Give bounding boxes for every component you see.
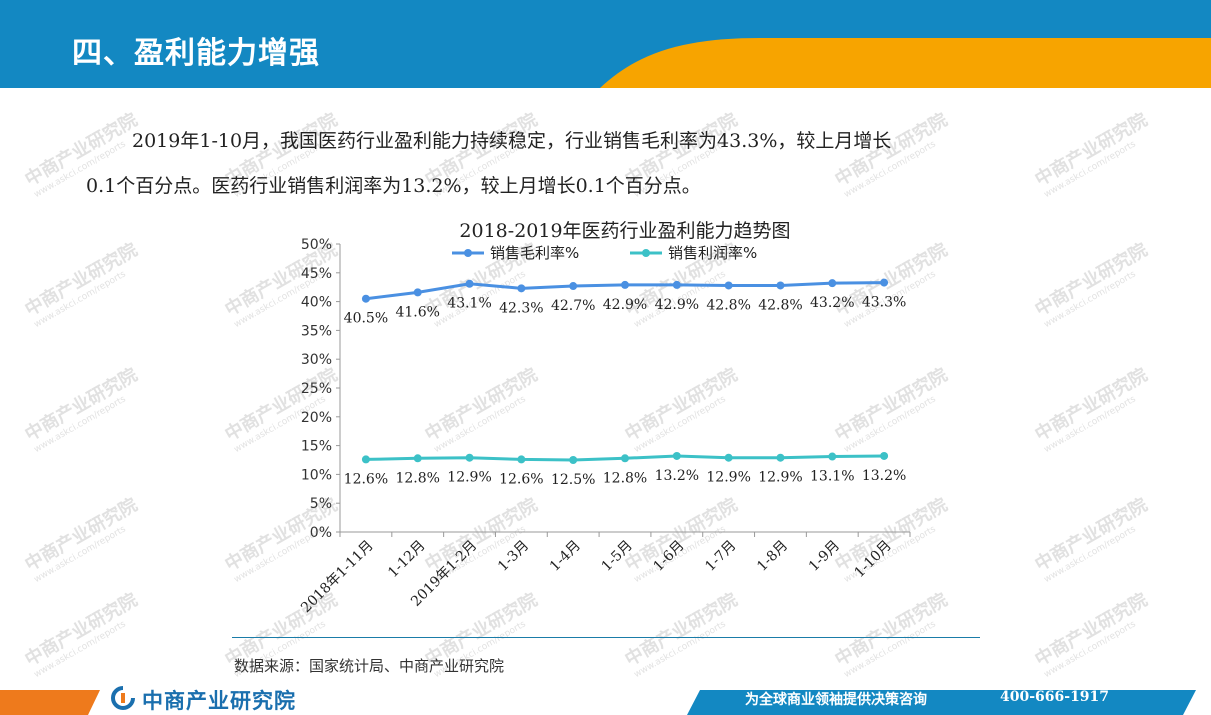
data-point [361, 294, 370, 303]
data-label: 13.1% [810, 469, 854, 485]
data-label: 42.7% [551, 298, 595, 314]
chart-title: 2018-2019年医药行业盈利能力趋势图 [459, 220, 790, 242]
y-tick-label: 25% [301, 381, 332, 397]
watermark: 中商产业研究院 www.askci.com/reports [1031, 494, 1152, 586]
footer-background [0, 690, 1196, 715]
page-title: 四、盈利能力增强 [72, 36, 320, 71]
x-tick-label: 1-6月 [650, 538, 687, 575]
data-label: 12.8% [603, 470, 647, 486]
y-tick-label: 5% [310, 496, 332, 512]
data-point [621, 454, 629, 463]
data-label: 40.5% [344, 311, 388, 327]
logo-text: 中商产业研究院 [142, 689, 296, 713]
data-point [361, 455, 370, 464]
x-tick-label: 1-7月 [702, 538, 739, 575]
data-point [880, 278, 889, 287]
x-tick-label: 1-12月 [385, 538, 428, 581]
y-tick-label: 30% [301, 352, 332, 368]
legend-marker [642, 249, 650, 257]
data-point [828, 279, 837, 288]
watermark: 中商产业研究院 www.askci.com/reports [1031, 364, 1152, 456]
data-point [672, 451, 681, 460]
y-tick-label: 35% [301, 323, 332, 339]
x-tick-label: 1-5月 [599, 538, 636, 575]
data-point [776, 281, 785, 290]
data-point [724, 281, 733, 290]
watermark: 中商产业研究院 www.askci.com/reports [1031, 239, 1152, 331]
data-point [672, 280, 681, 289]
data-label: 42.9% [603, 297, 647, 313]
data-point [465, 279, 474, 288]
data-point [828, 452, 837, 461]
data-point [413, 288, 422, 297]
legend-label: 销售毛利率% [490, 244, 579, 262]
data-label: 43.2% [810, 295, 854, 311]
data-label: 43.3% [862, 295, 906, 311]
data-point [776, 453, 785, 462]
watermark: 中商产业研究院 www.askci.com/reports [1031, 589, 1152, 681]
data-label: 42.9% [655, 297, 699, 313]
x-tick-label: 1-10月 [851, 538, 894, 581]
data-label: 12.9% [447, 470, 491, 486]
x-tick-label: 1-4月 [547, 538, 584, 575]
data-point [517, 455, 526, 464]
header-banner: 四、盈利能力增强 [0, 0, 1211, 88]
data-label: 12.6% [499, 471, 543, 487]
y-tick-label: 0% [310, 525, 332, 541]
x-tick-label: 1-8月 [754, 538, 791, 575]
data-label: 43.1% [447, 296, 491, 312]
data-label: 13.2% [655, 468, 699, 484]
watermark: 中商产业研究院 www.askci.com/reports [1031, 109, 1152, 201]
legend-marker [464, 249, 472, 257]
y-tick-label: 15% [301, 439, 332, 455]
logo-icon [111, 686, 135, 710]
divider [232, 637, 980, 638]
data-label: 42.8% [758, 297, 802, 313]
y-tick-label: 45% [301, 266, 332, 282]
data-label: 12.6% [344, 471, 388, 487]
summary-line-2: 0.1个百分点。医药行业销售利润率为13.2%，较上月增长0.1个百分点。 [86, 175, 701, 197]
data-label: 12.8% [395, 470, 439, 486]
legend-label: 销售利润率% [668, 244, 757, 262]
watermark: 中商产业研究院 www.askci.com/reports [21, 494, 142, 586]
data-point [413, 454, 422, 463]
y-tick-label: 40% [301, 295, 332, 311]
data-label: 12.5% [551, 472, 595, 488]
data-point [569, 456, 578, 464]
data-label: 12.9% [758, 470, 802, 486]
watermark: 中商产业研究院 www.askci.com/reports [21, 364, 142, 456]
data-point [517, 284, 526, 293]
header-background [0, 0, 1211, 88]
trend-chart: 2018-2019年医药行业盈利能力趋势图 0% 5% 10% 15% 20% 25% 30%… [298, 220, 911, 617]
data-point [724, 453, 733, 462]
data-label: 13.2% [862, 468, 906, 484]
y-tick-label: 50% [301, 237, 332, 253]
watermark: 中商产业研究院 www.askci.com/reports [831, 109, 952, 201]
data-label: 41.6% [395, 304, 439, 320]
data-point [880, 451, 889, 460]
x-tick-label: 1-3月 [495, 538, 532, 575]
data-point [465, 453, 474, 462]
watermark: 中商产业研究院 www.askci.com/reports [21, 589, 142, 681]
watermark: 中商产业研究院 www.askci.com/reports [21, 239, 142, 331]
footer-slogan: 为全球商业领袖提供决策咨询 [745, 692, 927, 708]
summary-line-1: 2019年1-10月，我国医药行业盈利能力持续稳定，行业销售毛利率为43.3%，… [132, 130, 892, 152]
data-label: 42.3% [499, 300, 543, 316]
data-point [569, 282, 578, 291]
footer-phone: 400-666-1917 [1000, 689, 1110, 705]
footer-bar [0, 682, 1211, 715]
data-source: 数据来源：国家统计局、中商产业研究院 [234, 657, 505, 675]
x-tick-label: 2018年1-11月 [298, 538, 377, 617]
data-point [621, 280, 629, 289]
y-tick-label: 10% [301, 467, 332, 483]
x-tick-label: 1-9月 [806, 538, 843, 575]
data-label: 12.9% [706, 470, 750, 486]
data-label: 42.8% [706, 297, 750, 313]
y-tick-label: 20% [301, 410, 332, 426]
